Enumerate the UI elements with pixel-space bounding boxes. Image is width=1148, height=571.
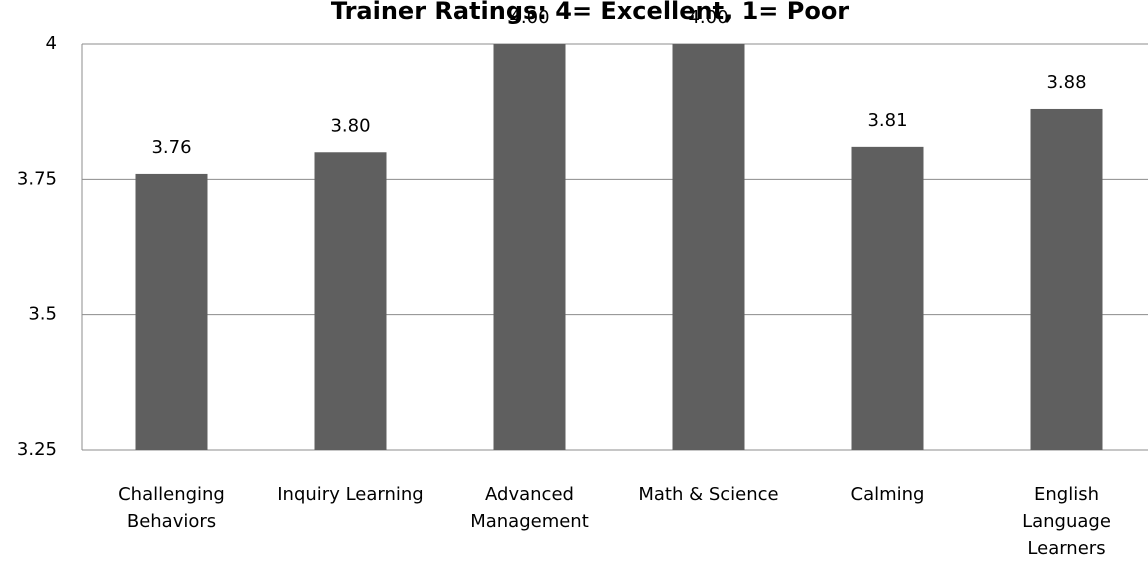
x-tick-label: Inquiry Learning xyxy=(277,484,424,505)
bar xyxy=(672,44,745,450)
bar xyxy=(1030,108,1103,451)
value-label: 4.00 xyxy=(509,7,549,28)
y-tick-label: 4 xyxy=(46,33,57,54)
value-label: 3.88 xyxy=(1046,72,1086,93)
y-tick-label: 3.5 xyxy=(28,304,57,325)
bar xyxy=(493,44,566,450)
x-tick-label: Math & Science xyxy=(638,484,779,505)
x-tick-label: Challenging Behaviors xyxy=(118,484,225,532)
y-tick-label: 3.25 xyxy=(17,439,57,460)
bar xyxy=(851,146,924,450)
y-tick-label: 3.75 xyxy=(17,168,57,189)
value-label: 3.76 xyxy=(151,137,191,158)
x-tick-label: Advanced Management xyxy=(470,484,589,532)
x-tick-label: English Language Learners xyxy=(1022,484,1111,559)
bar xyxy=(314,152,387,450)
value-label: 3.80 xyxy=(330,115,370,136)
bar xyxy=(135,173,208,451)
value-label: 4.00 xyxy=(688,7,728,28)
value-label: 3.81 xyxy=(867,110,907,131)
x-tick-label: Calming xyxy=(850,484,925,505)
chart-title: Trainer Ratings: 4= Excellent, 1= Poor xyxy=(331,0,849,25)
